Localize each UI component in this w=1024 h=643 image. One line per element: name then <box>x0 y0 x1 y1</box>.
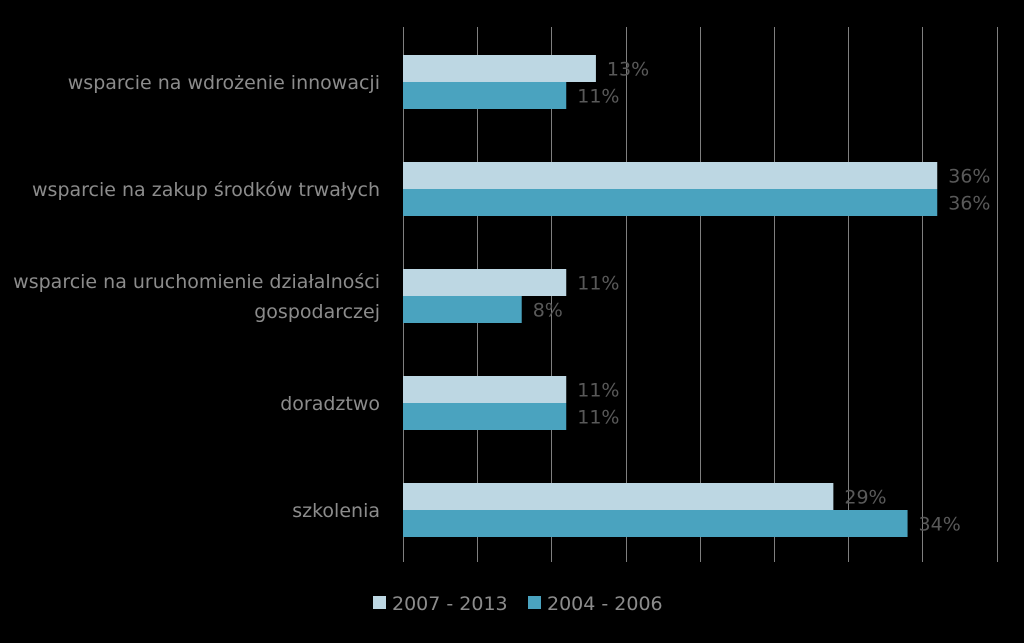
bar-2007-2013-0 <box>403 55 596 82</box>
value-label-0-0: 13% <box>607 59 649 81</box>
value-label-0-1: 36% <box>948 166 990 188</box>
bar-2004-2006-3 <box>403 403 567 430</box>
category-labels: wsparcie na wdrożenie innowacji wsparcie … <box>13 72 380 522</box>
bar-2004-2006-4 <box>403 510 908 537</box>
category-label-0: wsparcie na wdrożenie innowacji <box>68 72 380 94</box>
category-label-1: wsparcie na zakup środków trwałych <box>32 179 380 201</box>
bar-2004-2006-2 <box>403 296 522 323</box>
legend-label-0: 2007 - 2013 <box>392 593 508 615</box>
legend: 2007 - 2013 2004 - 2006 <box>373 593 663 615</box>
bar-2004-2006-1 <box>403 189 938 216</box>
bar-2007-2013-4 <box>403 483 834 510</box>
legend-swatch-0 <box>373 596 386 609</box>
value-label-1-0: 11% <box>577 86 619 108</box>
value-label-0-3: 11% <box>577 380 619 402</box>
bar-2007-2013-3 <box>403 376 567 403</box>
value-label-1-4: 34% <box>919 514 961 536</box>
category-label-4: szkolenia <box>292 500 380 522</box>
value-label-0-4: 29% <box>844 487 886 509</box>
bar-2007-2013-1 <box>403 162 938 189</box>
legend-swatch-1 <box>528 596 541 609</box>
bar-2004-2006-0 <box>403 82 567 109</box>
value-label-1-2: 8% <box>533 300 563 322</box>
gridlines <box>403 27 998 562</box>
legend-label-1: 2004 - 2006 <box>547 593 663 615</box>
category-label-2-line-1: gospodarczej <box>254 301 380 323</box>
value-label-1-3: 11% <box>577 407 619 429</box>
category-label-2-line-0: wsparcie na uruchomienie działalności <box>13 271 380 293</box>
category-label-3: doradztwo <box>280 393 380 415</box>
bar-2007-2013-2 <box>403 269 567 296</box>
value-label-1-1: 36% <box>948 193 990 215</box>
value-labels: 13% 11% 36% 36% 11% 8% 11% 11% 29% 34% <box>533 59 991 536</box>
bars <box>403 55 938 537</box>
value-label-0-2: 11% <box>577 273 619 295</box>
